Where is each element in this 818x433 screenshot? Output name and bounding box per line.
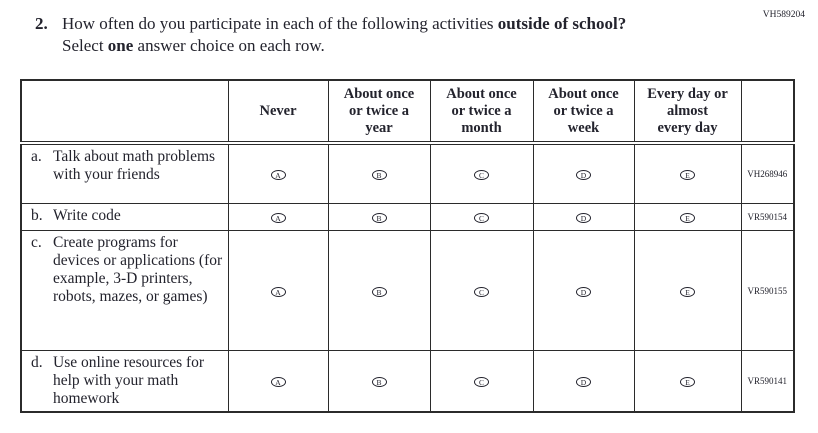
column-header-every-day: Every day or almost every day bbox=[633, 79, 742, 145]
item-code: VR590154 bbox=[740, 203, 795, 231]
option-bubble[interactable]: C bbox=[474, 377, 489, 388]
row-label: Talk about math problems with your frien… bbox=[53, 148, 216, 183]
row-letter: a. bbox=[31, 148, 42, 165]
option-bubble[interactable]: B bbox=[371, 286, 387, 297]
table-row: d. Use online resources for help with yo… bbox=[20, 350, 795, 413]
row-label: Create programs for devices or applicati… bbox=[53, 234, 223, 305]
row-label: Use online resources for help with your … bbox=[53, 354, 205, 407]
option-bubble[interactable]: B bbox=[371, 377, 387, 388]
row-letter: d. bbox=[31, 354, 43, 371]
option-cell: A bbox=[227, 230, 329, 351]
option-bubble[interactable]: E bbox=[680, 213, 695, 224]
question-number: 2. bbox=[35, 14, 48, 33]
row-label-cell: c. Create programs for devices or applic… bbox=[20, 230, 229, 351]
option-bubble[interactable]: E bbox=[680, 377, 695, 388]
option-cell: D bbox=[532, 350, 635, 413]
option-cell: D bbox=[532, 142, 635, 204]
option-cell: A bbox=[227, 203, 329, 231]
option-bubble[interactable]: E bbox=[680, 286, 695, 297]
question-text: How often do you participate in each of … bbox=[62, 13, 626, 57]
option-cell: B bbox=[327, 142, 431, 204]
row-label-cell: b. Write code bbox=[20, 203, 229, 231]
row-letter: c. bbox=[31, 234, 42, 251]
row-label: Write code bbox=[53, 207, 121, 224]
option-bubble[interactable]: E bbox=[680, 170, 695, 181]
option-cell: E bbox=[633, 203, 742, 231]
option-bubble[interactable]: A bbox=[270, 213, 286, 224]
option-cell: C bbox=[429, 203, 534, 231]
row-letter: b. bbox=[31, 207, 43, 224]
table-row: a. Talk about math problems with your fr… bbox=[20, 142, 795, 204]
column-header-month: About once or twice a month bbox=[429, 79, 534, 145]
option-bubble[interactable]: D bbox=[576, 213, 591, 224]
response-table: Never About once or twice a year About o… bbox=[20, 79, 795, 413]
option-cell: A bbox=[227, 350, 329, 413]
question: 2. How often do you participate in each … bbox=[35, 13, 755, 57]
option-bubble[interactable]: C bbox=[474, 286, 489, 297]
option-cell: E bbox=[633, 230, 742, 351]
option-bubble[interactable]: C bbox=[474, 213, 489, 224]
item-code: VR590155 bbox=[740, 230, 795, 351]
question-text-bold: outside of school? bbox=[497, 14, 627, 33]
option-bubble[interactable]: B bbox=[371, 170, 387, 181]
option-cell: E bbox=[633, 142, 742, 204]
option-cell: B bbox=[327, 350, 431, 413]
table-row: b. Write code A B C D E VR590154 bbox=[20, 203, 795, 231]
select-instruction: Select one answer choice on each row. bbox=[62, 35, 626, 57]
table-row: c. Create programs for devices or applic… bbox=[20, 230, 795, 351]
header-cell-code-blank bbox=[740, 79, 795, 145]
item-code: VH268946 bbox=[740, 142, 795, 204]
header-row: Never About once or twice a year About o… bbox=[20, 79, 795, 145]
item-code: VR590141 bbox=[740, 350, 795, 413]
option-cell: C bbox=[429, 230, 534, 351]
row-label-cell: d. Use online resources for help with yo… bbox=[20, 350, 229, 413]
option-bubble[interactable]: C bbox=[474, 170, 489, 181]
option-cell: C bbox=[429, 142, 534, 204]
row-label-cell: a. Talk about math problems with your fr… bbox=[20, 142, 229, 204]
option-cell: B bbox=[327, 203, 431, 231]
option-bubble[interactable]: B bbox=[371, 213, 387, 224]
question-line-1: How often do you participate in each of … bbox=[62, 13, 626, 35]
column-header-week: About once or twice a week bbox=[532, 79, 635, 145]
question-text-segment: Select bbox=[62, 36, 108, 55]
question-text-segment: How often do you participate in each of … bbox=[62, 14, 498, 33]
option-cell: B bbox=[327, 230, 431, 351]
question-text-bold: one bbox=[107, 36, 134, 55]
question-text-segment: answer choice on each row. bbox=[133, 36, 325, 55]
header-cell-blank bbox=[20, 79, 229, 145]
option-cell: C bbox=[429, 350, 534, 413]
option-bubble[interactable]: D bbox=[576, 170, 591, 181]
option-bubble[interactable]: A bbox=[270, 170, 286, 181]
option-cell: E bbox=[633, 350, 742, 413]
option-cell: D bbox=[532, 230, 635, 351]
option-bubble[interactable]: A bbox=[270, 286, 286, 297]
option-bubble[interactable]: D bbox=[576, 286, 591, 297]
option-cell: D bbox=[532, 203, 635, 231]
form-code: VH589204 bbox=[762, 10, 805, 20]
column-header-never: Never bbox=[227, 79, 329, 145]
column-header-year: About once or twice a year bbox=[327, 79, 431, 145]
option-bubble[interactable]: D bbox=[576, 377, 591, 388]
option-cell: A bbox=[227, 142, 329, 204]
option-bubble[interactable]: A bbox=[270, 377, 286, 388]
